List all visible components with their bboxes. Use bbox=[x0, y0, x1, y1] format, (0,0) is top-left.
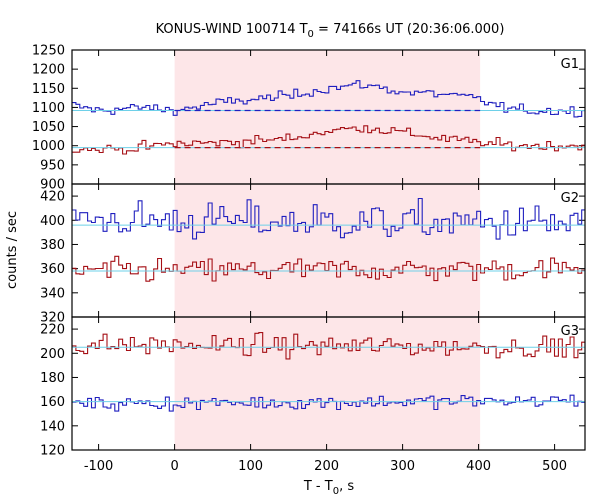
x-tick-label: -100 bbox=[84, 459, 114, 474]
y-tick-label: 1250 bbox=[32, 44, 65, 59]
y-tick-label: 320 bbox=[40, 311, 65, 326]
y-tick-label: 380 bbox=[40, 238, 65, 253]
panel-label-g3: G3 bbox=[561, 324, 579, 339]
series-g2-blue bbox=[72, 197, 585, 240]
y-tick-label: 1000 bbox=[32, 139, 65, 154]
y-tick-label: 900 bbox=[40, 178, 65, 193]
y-tick-label: 160 bbox=[40, 395, 65, 410]
x-tick-label: 500 bbox=[542, 459, 567, 474]
y-tick-label: 1100 bbox=[32, 101, 65, 116]
y-tick-label: 200 bbox=[40, 347, 65, 362]
y-tick-label: 1050 bbox=[32, 120, 65, 135]
y-tick-label: 360 bbox=[40, 262, 65, 277]
y-tick-label: 180 bbox=[40, 371, 65, 386]
y-axis-label: counts / sec bbox=[5, 211, 20, 289]
x-tick-label: 0 bbox=[170, 459, 178, 474]
highlight-interval bbox=[174, 50, 481, 450]
y-tick-label: 220 bbox=[40, 323, 65, 338]
panel-label-g1: G1 bbox=[561, 57, 579, 72]
x-tick-label: 200 bbox=[314, 459, 339, 474]
y-tick-label: 1150 bbox=[32, 82, 65, 97]
y-tick-label: 1200 bbox=[32, 63, 65, 78]
series-g1-red bbox=[72, 125, 585, 155]
y-tick-label: 140 bbox=[40, 419, 65, 434]
y-tick-label: 400 bbox=[40, 214, 65, 229]
x-axis-label: T - T0, s bbox=[303, 479, 354, 497]
x-tick-label: 300 bbox=[390, 459, 415, 474]
series-g2-red bbox=[72, 255, 585, 282]
series-g3-blue bbox=[72, 394, 585, 412]
y-tick-label: 420 bbox=[40, 190, 65, 205]
x-tick-label: 400 bbox=[466, 459, 491, 474]
y-tick-label: 120 bbox=[40, 444, 65, 459]
chart-title: KONUS-WIND 100714 T0 = 74166s UT (20:36:… bbox=[156, 22, 505, 40]
x-tick-label: 100 bbox=[238, 459, 263, 474]
plot-area: 900950100010501100115012001250G132034036… bbox=[32, 44, 586, 474]
y-tick-label: 950 bbox=[40, 158, 65, 173]
series-g1-blue bbox=[72, 80, 585, 118]
panel-frame-g3 bbox=[71, 316, 586, 451]
panel-label-g2: G2 bbox=[561, 191, 579, 206]
y-tick-label: 340 bbox=[40, 286, 65, 301]
